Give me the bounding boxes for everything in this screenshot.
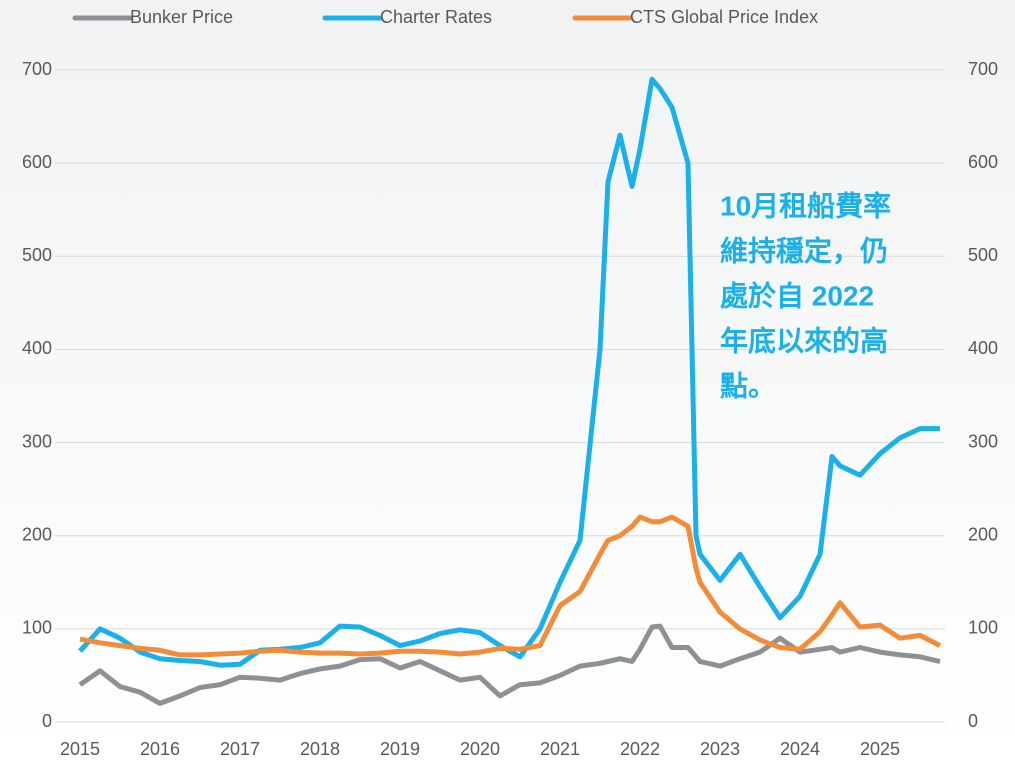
legend-label: CTS Global Price Index <box>630 7 818 27</box>
x-tick-label: 2017 <box>220 739 260 759</box>
y-tick-label: 300 <box>22 431 52 451</box>
x-tick-label: 2020 <box>460 739 500 759</box>
y-tick-label: 200 <box>22 524 52 544</box>
y-tick-label: 100 <box>22 618 52 638</box>
y-tick-label: 400 <box>22 338 52 358</box>
legend-label: Bunker Price <box>130 7 233 27</box>
annotation: 處於自 2022 <box>720 279 874 311</box>
x-tick-label: 2024 <box>780 739 820 759</box>
x-tick-label: 2019 <box>380 739 420 759</box>
x-tick-label: 2023 <box>700 739 740 759</box>
x-tick-label: 2016 <box>140 739 180 759</box>
y2-tick-label: 500 <box>968 245 998 265</box>
legend-label: Charter Rates <box>380 7 492 27</box>
y2-tick-label: 400 <box>968 338 998 358</box>
series-line <box>79 514 942 658</box>
y-tick-label: 700 <box>22 59 52 79</box>
y2-tick-label: 700 <box>968 59 998 79</box>
y2-tick-label: 300 <box>968 431 998 451</box>
annotation: 10月租船費率 <box>720 189 891 221</box>
annotation: 點。 <box>720 370 776 401</box>
series-line <box>78 76 940 668</box>
y-tick-label: 500 <box>22 245 52 265</box>
y2-tick-label: 0 <box>968 711 978 731</box>
y-tick-label: 0 <box>42 711 52 731</box>
annotation: 維持穩定，仍 <box>720 234 888 266</box>
y2-tick-label: 600 <box>968 152 998 172</box>
annotation: 年底以來的高 <box>720 324 888 356</box>
y2-tick-label: 200 <box>968 524 998 544</box>
x-tick-label: 2018 <box>300 739 340 759</box>
x-tick-label: 2025 <box>860 739 900 759</box>
y2-tick-label: 100 <box>968 618 998 638</box>
x-tick-label: 2015 <box>60 739 100 759</box>
x-tick-label: 2022 <box>620 739 660 759</box>
x-tick-label: 2021 <box>540 739 580 759</box>
y-tick-label: 600 <box>22 152 52 172</box>
